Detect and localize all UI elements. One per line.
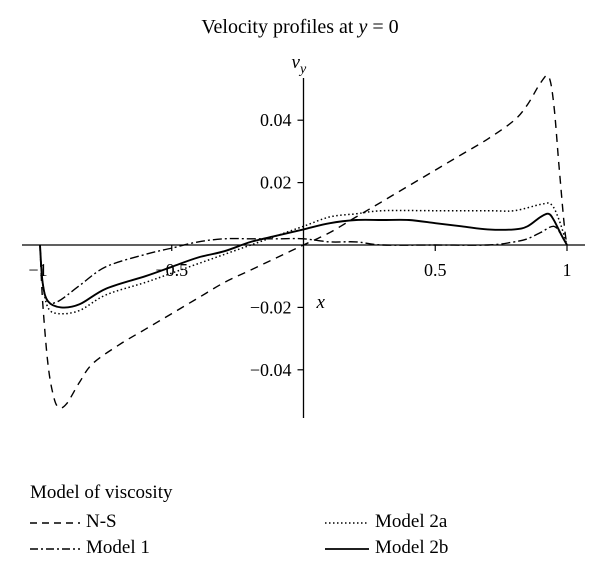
- series-lines: [39, 74, 568, 409]
- chart-title: Velocity profiles at y = 0: [0, 16, 600, 39]
- chart-title-var: y: [358, 16, 368, 38]
- legend-swatch-ns: [30, 521, 80, 524]
- legend-item-model2a: Model 2a: [325, 510, 447, 534]
- chart-title-suffix: = 0: [367, 16, 399, 38]
- x-tick-label: 1: [563, 260, 572, 280]
- legend-swatch-model1: [30, 547, 80, 550]
- series-line-model-1: [39, 225, 568, 305]
- y-tick-label: 0.02: [260, 173, 292, 193]
- x-tick-label: 0.5: [424, 260, 447, 280]
- tick-labels: −0.5 0.5 1 −1 0.04 0.02 −0.02 −0.04 x vy: [28, 52, 571, 380]
- y-axis-label-subscript: y: [298, 62, 307, 77]
- chart-title-prefix: Velocity profiles at: [201, 16, 359, 38]
- x-tick-label: −0.5: [155, 260, 188, 280]
- legend-title: Model of viscosity: [30, 482, 173, 503]
- legend-swatch-model2b: [325, 547, 369, 550]
- legend-label-model2b: Model 2b: [375, 537, 449, 558]
- legend-item-ns: N-S: [30, 510, 117, 534]
- axes: [22, 78, 585, 418]
- y-tick-label: 0.04: [260, 110, 292, 130]
- velocity-chart: −0.5 0.5 1 −1 0.04 0.02 −0.02 −0.04 x vy: [22, 52, 585, 418]
- y-axis-label: vy: [292, 52, 307, 77]
- y-tick-label: −0.04: [250, 360, 292, 380]
- legend-label-model1: Model 1: [86, 537, 150, 558]
- series-line-model-2b: [39, 212, 568, 309]
- legend-label-ns: N-S: [86, 511, 117, 532]
- legend-item-model1: Model 1: [30, 536, 150, 560]
- y-tick-label: −0.02: [250, 297, 292, 317]
- legend-item-model2b: Model 2b: [325, 536, 448, 560]
- x-axis-label: x: [316, 292, 326, 313]
- legend-swatch-model2a: [325, 521, 369, 524]
- series-line-n-s: [39, 74, 568, 409]
- x-tick-label-minus1: −1: [28, 260, 47, 280]
- legend-label-model2a: Model 2a: [375, 511, 448, 532]
